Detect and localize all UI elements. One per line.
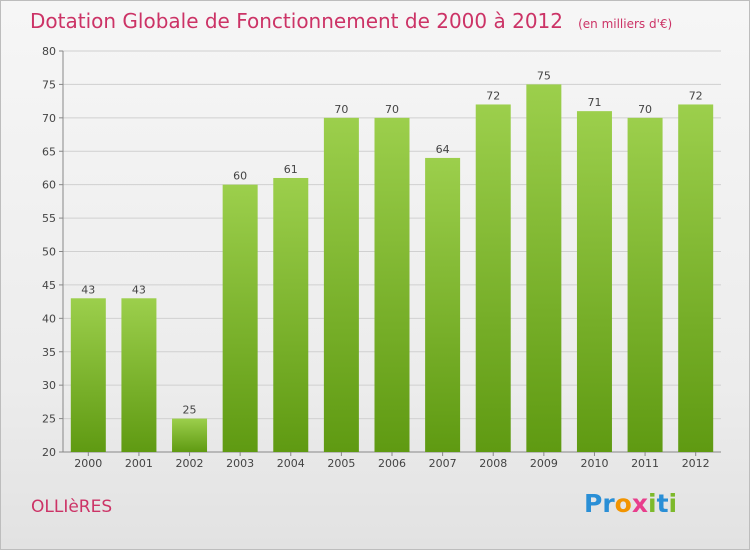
bar-2007 bbox=[425, 157, 461, 452]
y-tick-label: 80 bbox=[42, 45, 56, 58]
logo-letter: o bbox=[614, 489, 632, 518]
x-tick-label: 2000 bbox=[74, 457, 102, 470]
y-tick-label: 20 bbox=[42, 446, 56, 459]
logo-letter: t bbox=[656, 489, 669, 518]
bar-value-label: 25 bbox=[183, 404, 197, 417]
labels: 20 25 30 35 40 45 50 55 60 65 70 75 80 43 2000 43 2001 25… bbox=[42, 45, 710, 470]
x-tick-label: 2003 bbox=[226, 457, 254, 470]
logo-letter: i bbox=[668, 489, 678, 518]
bar-2009 bbox=[526, 84, 562, 453]
x-tick-label: 2002 bbox=[176, 457, 204, 470]
x-tick-label: 2009 bbox=[530, 457, 558, 470]
bars bbox=[70, 84, 714, 453]
y-tick-label: 60 bbox=[42, 179, 56, 192]
y-tick-label: 35 bbox=[42, 346, 56, 359]
y-tick-label: 70 bbox=[42, 112, 56, 125]
y-tick-label: 40 bbox=[42, 312, 56, 325]
logo-letter: i bbox=[648, 489, 657, 518]
bar-value-label: 75 bbox=[537, 69, 551, 82]
bar-value-label: 72 bbox=[689, 89, 703, 102]
bar-2008 bbox=[475, 104, 511, 452]
bar-2012 bbox=[678, 104, 714, 452]
bar-value-label: 72 bbox=[486, 89, 500, 102]
bar-value-label: 70 bbox=[334, 103, 348, 116]
y-tick-label: 55 bbox=[42, 212, 56, 225]
x-tick-label: 2006 bbox=[378, 457, 406, 470]
x-tick-label: 2012 bbox=[682, 457, 710, 470]
logo-letter: P bbox=[584, 489, 603, 518]
bar-2011 bbox=[627, 117, 663, 452]
bar-2003 bbox=[222, 184, 258, 452]
bar-2002 bbox=[172, 418, 208, 452]
proxiti-logo[interactable]: Proxiti bbox=[584, 489, 677, 518]
bar-value-label: 43 bbox=[81, 283, 95, 296]
y-tick-label: 45 bbox=[42, 279, 56, 292]
title-row: Dotation Globale de Fonctionnement de 20… bbox=[30, 9, 672, 33]
y-tick-label: 50 bbox=[42, 246, 56, 259]
bar-value-label: 64 bbox=[436, 143, 450, 156]
chart-subtitle: (en milliers d'€) bbox=[578, 17, 673, 31]
bar-2006 bbox=[374, 117, 410, 452]
bar-2000 bbox=[70, 298, 106, 452]
bar-2001 bbox=[121, 298, 157, 452]
y-tick-label: 65 bbox=[42, 145, 56, 158]
logo-letter: r bbox=[602, 489, 615, 518]
chart-title: Dotation Globale de Fonctionnement de 20… bbox=[30, 9, 563, 33]
x-tick-label: 2007 bbox=[429, 457, 457, 470]
bar-value-label: 61 bbox=[284, 163, 298, 176]
bar-2005 bbox=[323, 117, 359, 452]
bar-2004 bbox=[273, 177, 309, 452]
y-tick-label: 30 bbox=[42, 379, 56, 392]
y-tick-label: 75 bbox=[42, 78, 56, 91]
x-tick-label: 2011 bbox=[631, 457, 659, 470]
bar-value-label: 71 bbox=[587, 96, 601, 109]
commune-name: OLLIèRES bbox=[31, 497, 113, 517]
bar-value-label: 70 bbox=[638, 103, 652, 116]
x-tick-label: 2004 bbox=[277, 457, 305, 470]
x-tick-label: 2001 bbox=[125, 457, 153, 470]
x-tick-label: 2005 bbox=[327, 457, 355, 470]
x-tick-label: 2008 bbox=[479, 457, 507, 470]
x-tick-label: 2010 bbox=[580, 457, 608, 470]
logo-letter: x bbox=[631, 489, 648, 518]
bar-value-label: 43 bbox=[132, 283, 146, 296]
bar-2010 bbox=[576, 111, 612, 453]
bar-value-label: 70 bbox=[385, 103, 399, 116]
y-tick-label: 25 bbox=[42, 413, 56, 426]
bar-value-label: 60 bbox=[233, 170, 247, 183]
